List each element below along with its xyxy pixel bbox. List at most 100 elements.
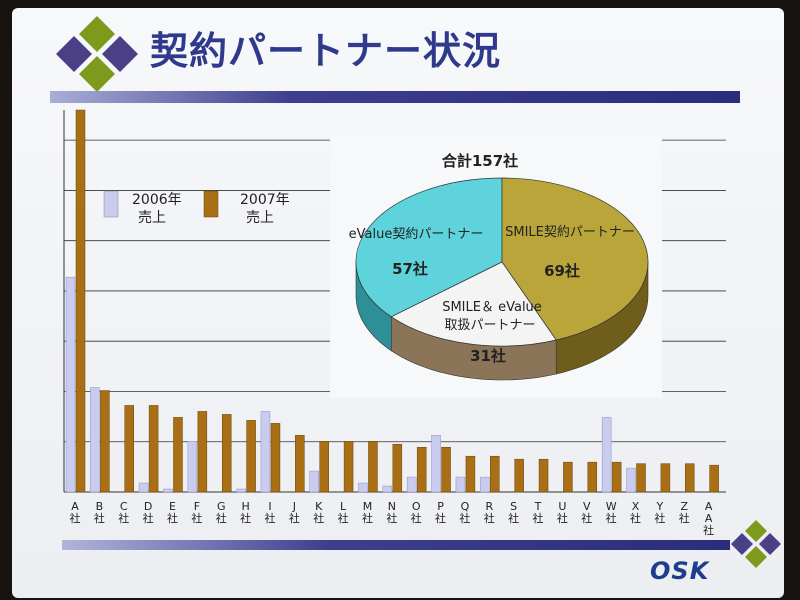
chart-area: A 社 B 社 C 社 D 社 E 社 F 社 G 社 H 社 I 社 J 社 K 社 L 社 M 社 N 社 O 社 P 社 Q 社 R 社 S 社 T 社… [63,109,726,537]
pie-slice-2 [390,261,557,347]
bar-2007-16 [465,455,476,493]
bar-2006-7 [236,488,246,493]
diamond-top [79,16,115,52]
pie-slice-1 [501,177,649,341]
diamond-right [759,533,781,555]
bar-2006-23 [626,467,636,493]
bar-2007-5 [197,411,208,493]
bar-2007-0 [75,109,86,493]
bar-2006-14 [406,476,417,493]
legend-label-2007-year: 2007年 [240,192,290,208]
bar-2006-4 [163,488,173,493]
bar-2007-18 [514,458,524,493]
diamond-top [745,520,767,542]
bar-2006-3 [138,482,149,493]
bar-2006-22 [601,417,612,493]
bar-2007-22 [611,461,622,493]
bar-2007-15 [441,446,451,493]
legend-label-2007-sales: 売上 [246,210,274,226]
bar-2006-10 [309,470,319,493]
bar-2007-13 [392,444,403,493]
pie-slice-label-both-line1: SMILE＆ eValue [442,300,542,315]
pie-slice-value-both: 31社 [470,347,506,365]
diamond-left [731,533,753,555]
diamond-right [102,36,138,72]
bar-2007-24 [660,463,671,493]
bar-2006-16 [455,476,466,493]
bar-2007-10 [319,441,329,493]
bar-2007-3 [148,405,159,493]
pie-chart [355,177,649,381]
bars [65,109,719,493]
pie-slice-label-evalue: eValue契約パートナー [349,227,484,242]
bar-2007-19 [538,458,549,493]
legend-swatch-2006 [103,190,119,218]
osk-logo: OSK [650,557,710,585]
bar-2007-9 [295,435,305,493]
footer-rule [62,540,730,550]
slide-title: 契約パートナー状況 [150,29,502,73]
bar-2007-26 [709,464,719,493]
bar-2007-21 [587,461,598,493]
bar-2006-17 [480,476,490,493]
bar-2007-4 [173,417,183,493]
bar-2006-12 [358,482,368,493]
bar-2007-8 [270,423,281,493]
diamond-left [56,36,92,72]
x-ticks: A 社 B 社 C 社 D 社 E 社 F 社 G 社 H 社 I 社 J 社 K 社 L 社 M 社 N 社 O 社 P 社 Q 社 R 社 S 社 T 社… [70,500,715,537]
bar-2006-1 [90,387,100,493]
pie-slice-value-evalue: 57社 [392,260,428,278]
pie-slice-0 [355,177,503,318]
pie-slice-label-both-line2: 取扱パートナー [444,318,535,333]
bar-2007-17 [490,455,500,493]
bar-2007-25 [685,463,695,493]
bar-2007-7 [246,420,256,493]
bar-2007-23 [636,463,646,493]
bar-2007-11 [343,441,354,493]
diamond-bottom [79,56,115,92]
bar-2006-13 [382,485,393,493]
bar-2006-15 [431,435,441,493]
bar-2007-20 [563,461,573,493]
bar-2007-6 [221,414,232,493]
legend: 2006年 売上 2007年 売上 [103,190,290,226]
bar-2007-14 [416,446,427,493]
legend-label-2006-year: 2006年 [132,192,182,208]
diamond-bottom [745,546,767,568]
bar-2007-2 [124,405,134,493]
bar-2007-1 [100,390,110,493]
pie-slice-value-smile: 69社 [544,262,580,280]
bar-2006-5 [187,441,198,493]
bar-2006-0 [65,276,76,493]
legend-swatch-2007 [203,190,219,218]
diamond-footer-icon [731,520,781,568]
